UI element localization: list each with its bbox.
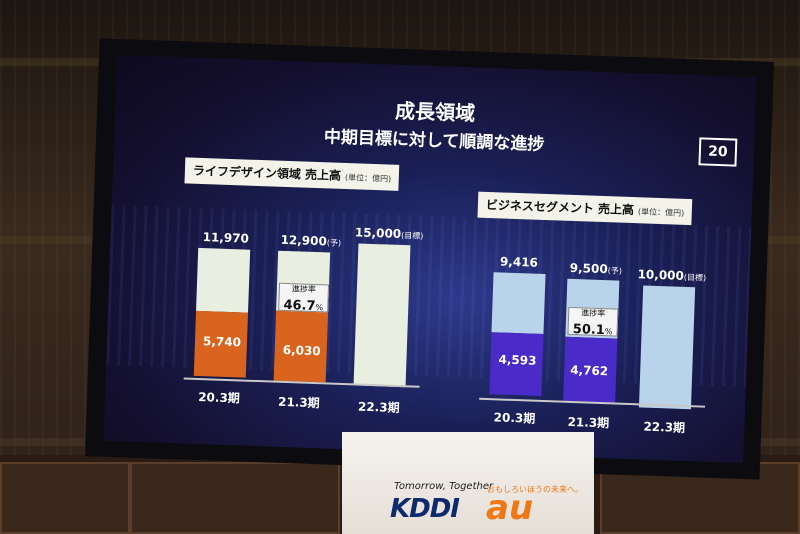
right-xlabel-3: 22.3期 [643, 419, 686, 435]
stage-panel [0, 462, 130, 534]
left-panel-unit: (単位：億円) [344, 172, 392, 184]
right-bar3 [638, 285, 696, 410]
right-progress-badge: 進捗率 50.1% [567, 306, 619, 338]
left-bar2 [273, 250, 331, 383]
right-bar1-total: 9,416 [499, 254, 539, 270]
right-bar2 [563, 278, 620, 403]
left-bar1-rest [196, 247, 251, 313]
right-panel-unit: (単位：億円) [637, 207, 685, 218]
right-bar1-growth-value: 4,593 [498, 352, 537, 368]
right-bar2-total: 9,500(予) [569, 260, 623, 277]
left-xlabel-1: 20.3期 [197, 389, 241, 406]
right-bar3-total: 10,000(目標) [637, 267, 707, 283]
left-xlabel-2: 21.3期 [277, 394, 320, 411]
podium [342, 432, 594, 534]
left-bar2-growth-value: 6,030 [282, 342, 321, 359]
stage-panel [130, 462, 340, 534]
presentation-screen: 成長領域 中期目標に対して順調な進捗 20 ライフデザイン領域 売上高 (単位：億… [103, 54, 757, 464]
left-xlabel-3: 22.3期 [357, 399, 400, 416]
left-panel-label: ライフデザイン領域 売上高 (単位：億円) [184, 157, 400, 191]
au-logo: au [486, 488, 534, 528]
right-xlabel-2: 21.3期 [567, 414, 610, 431]
podium-tagline: Tomorrow, Together [394, 481, 494, 492]
kddi-logo: KDDI [390, 494, 460, 524]
right-bar1 [489, 272, 546, 396]
right-bar2-growth-value: 4,762 [569, 362, 609, 379]
left-bar1 [193, 247, 251, 378]
left-bar2-total: 12,900(予) [280, 232, 342, 249]
left-bar1-growth-value: 5,740 [202, 334, 242, 350]
left-bar3-total: 15,000(目標) [354, 225, 424, 241]
page-number: 20 [698, 137, 738, 167]
right-panel-title: ビジネスセグメント 売上高 [485, 197, 635, 218]
right-bar1-rest [491, 272, 546, 335]
left-bar3-rest [353, 243, 411, 388]
podium-slogan: おもしろいほうの未来へ。 [487, 485, 583, 494]
left-bar1-total: 11,970 [202, 230, 250, 246]
left-bar3 [353, 243, 411, 388]
right-bar3-rest [638, 285, 696, 410]
left-progress-badge: 進捗率 46.7% [278, 282, 330, 314]
right-xlabel-1: 20.3期 [493, 410, 536, 426]
left-panel-title: ライフデザイン領域 売上高 [192, 163, 342, 183]
